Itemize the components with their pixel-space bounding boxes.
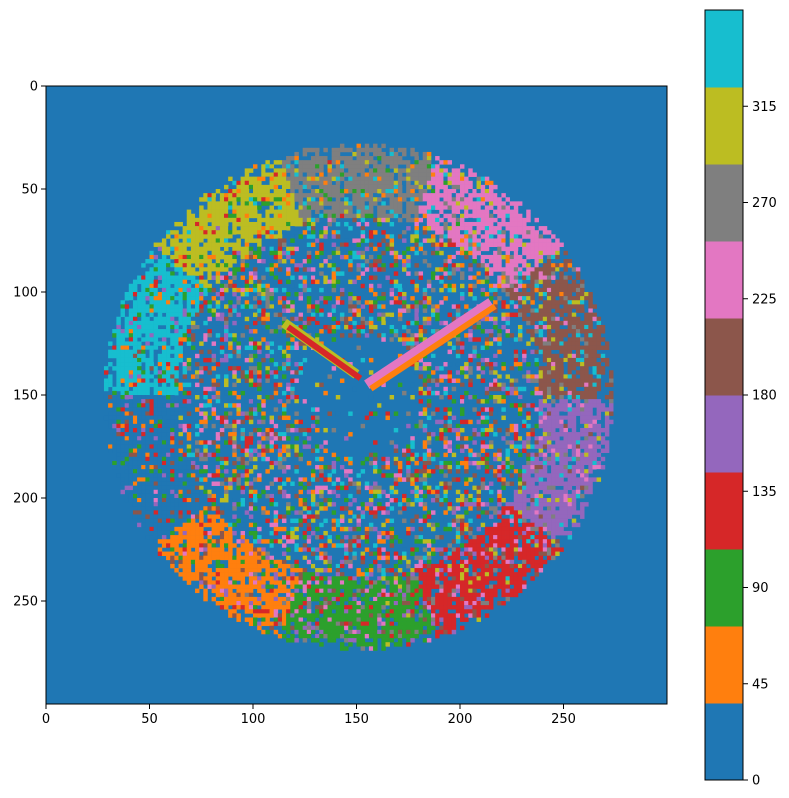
colorbar-tick-label: 0 (752, 774, 760, 789)
x-tick-label: 0 (42, 712, 50, 727)
colorbar-tick-label: 45 (752, 677, 769, 692)
colorbar-tick-label: 90 (752, 581, 769, 596)
colorbar-tick-label: 180 (752, 389, 777, 404)
y-tick-label: 150 (13, 389, 38, 404)
heatmap-image (103, 143, 614, 651)
colorbar-bin (705, 164, 743, 242)
colorbar-bin (705, 703, 743, 781)
y-axis: 0 50 100 150 200 250 (13, 80, 46, 610)
x-tick-label: 50 (141, 712, 158, 727)
y-tick-label: 100 (13, 286, 38, 301)
colorbar: 0 45 90 135 180 225 270 315 (704, 9, 777, 789)
clock-hand (364, 298, 497, 392)
x-axis: 0 50 100 150 200 250 (42, 704, 576, 727)
clock-hand (281, 318, 363, 381)
x-tick-label: 150 (344, 712, 369, 727)
y-tick-label: 50 (21, 183, 38, 198)
colorbar-bin (705, 241, 743, 319)
colorbar-tick-label: 225 (752, 292, 777, 307)
colorbar-bin (705, 10, 743, 88)
y-tick-label: 250 (13, 595, 38, 610)
colorbar-bin (705, 472, 743, 550)
heatmap-plot (45, 85, 668, 705)
colorbar-bin (705, 87, 743, 165)
heatmap-cells (103, 143, 614, 651)
colorbar-tick-label: 315 (752, 100, 777, 115)
x-tick-label: 100 (241, 712, 266, 727)
y-tick-label: 200 (13, 492, 38, 507)
x-tick-label: 200 (448, 712, 473, 727)
colorbar-bin (705, 395, 743, 473)
colorbar-bin (705, 318, 743, 396)
y-tick-label: 0 (30, 80, 38, 95)
colorbar-bin (705, 549, 743, 627)
colorbar-tick-label: 270 (752, 196, 777, 211)
colorbar-bin (705, 626, 743, 704)
x-tick-label: 250 (551, 712, 576, 727)
colorbar-tick-label: 135 (752, 485, 777, 500)
